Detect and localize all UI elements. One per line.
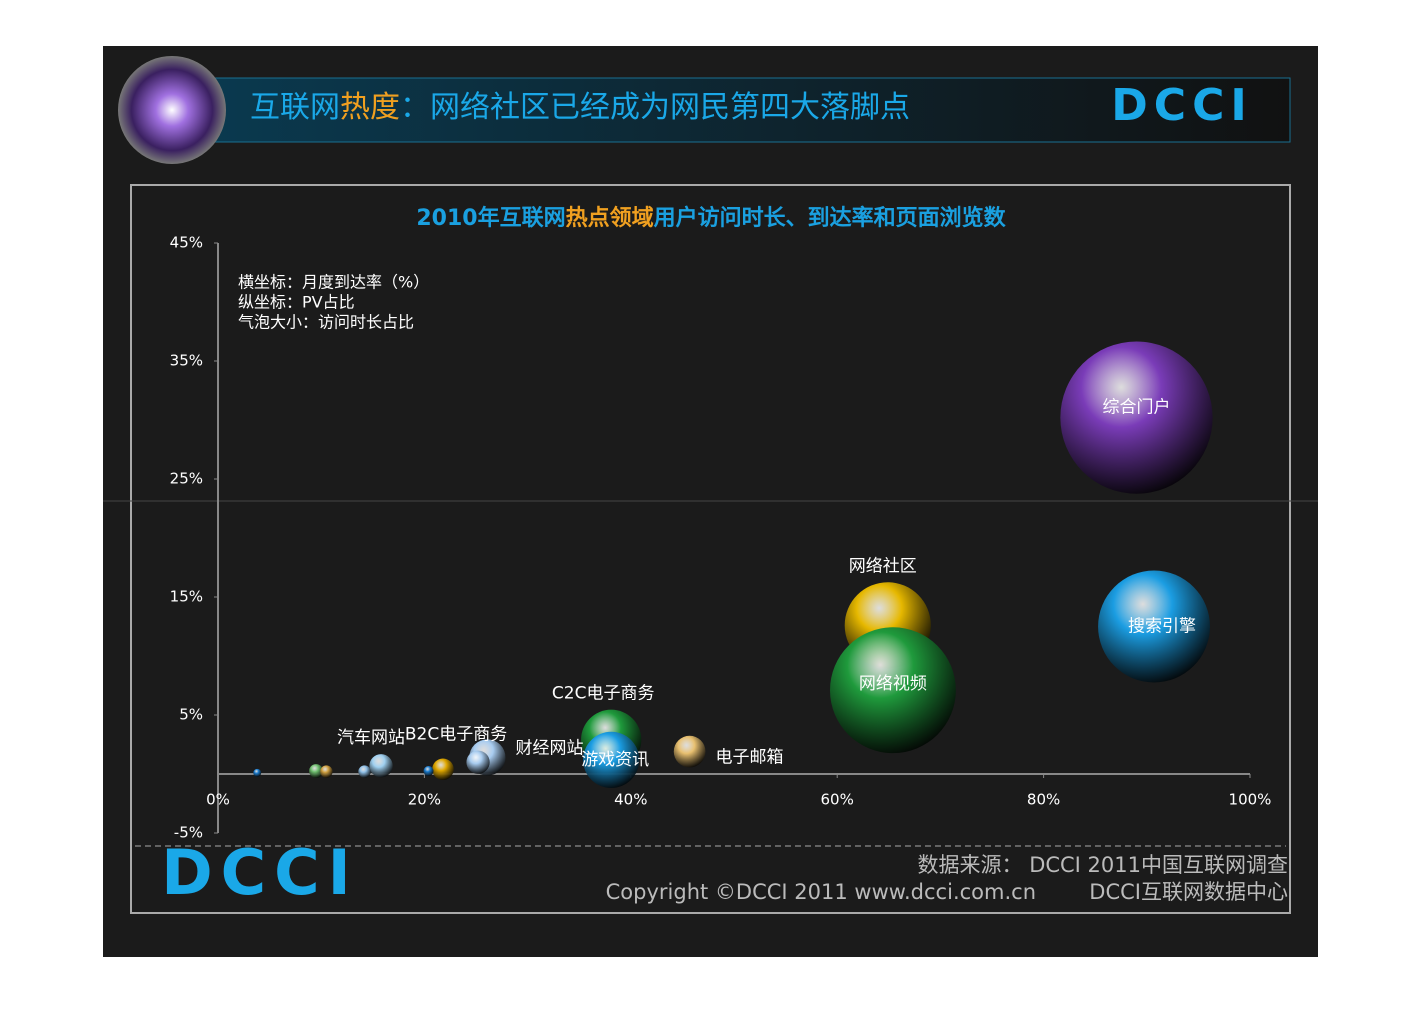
x-tick-label: 100% bbox=[1229, 791, 1272, 809]
title-part: ：网络社区已经成为网民第四大落脚点 bbox=[400, 90, 910, 125]
title-part: 热度 bbox=[340, 90, 400, 125]
bubble-label: C2C电子商务 bbox=[552, 684, 655, 704]
title-part: 互联网 bbox=[250, 90, 340, 125]
bubble bbox=[253, 768, 262, 777]
header-logo: DCCI bbox=[1111, 80, 1252, 131]
bubble bbox=[583, 731, 640, 788]
bubble bbox=[829, 627, 956, 754]
x-tick-label: 60% bbox=[821, 791, 854, 809]
bubble-label: 电子邮箱 bbox=[715, 748, 783, 768]
bubble bbox=[673, 735, 706, 768]
bubble-label: 网络视频 bbox=[859, 674, 927, 694]
plot: 45% 35% 25% 15% 5% -5%0% 20% 40% 60% 80% 100% 横坐标：月… bbox=[170, 234, 1272, 842]
bubble bbox=[1060, 341, 1213, 494]
annotation: 纵坐标：PV占比 bbox=[238, 293, 355, 312]
annotation: 气泡大小：访问时长占比 bbox=[238, 313, 414, 332]
bubble-label: 搜索引擎 bbox=[1128, 617, 1196, 637]
x-tick-label: 20% bbox=[408, 791, 441, 809]
y-tick-label: 45% bbox=[170, 234, 203, 252]
footer-org: DCCI互联网数据中心 bbox=[1089, 880, 1288, 904]
bubble bbox=[358, 765, 371, 778]
footer-logo: DCCI bbox=[161, 836, 359, 909]
bubble bbox=[466, 750, 490, 774]
footer-copyright: Copyright ©DCCI 2011 www.dcci.com.cn bbox=[606, 880, 1036, 904]
x-tick-label: 0% bbox=[206, 791, 230, 809]
bubble bbox=[320, 765, 333, 778]
header-title: 互联网热度：网络社区已经成为网民第四大落脚点 bbox=[250, 90, 910, 125]
y-tick-label: 25% bbox=[170, 470, 203, 488]
bubble bbox=[309, 764, 323, 778]
header-orb bbox=[118, 56, 226, 164]
title-part: 用户访问时长、到达率和页面浏览数 bbox=[654, 205, 1007, 231]
bubble-label: 汽车网站 bbox=[337, 728, 405, 748]
bubble-label: 综合门户 bbox=[1102, 398, 1170, 418]
chart-title: 2010年互联网热点领域用户访问时长、到达率和页面浏览数 bbox=[416, 205, 1006, 231]
chart-frame bbox=[130, 184, 1291, 914]
bubble bbox=[1098, 570, 1210, 683]
bubble bbox=[423, 766, 434, 777]
x-tick-label: 40% bbox=[614, 791, 647, 809]
y-tick-label: -5% bbox=[174, 824, 203, 842]
annotation: 横坐标：月度到达率（%） bbox=[238, 273, 429, 292]
y-tick-label: 5% bbox=[179, 706, 203, 724]
y-tick-label: 35% bbox=[170, 352, 203, 370]
footer-source: 数据来源： DCCI 2011中国互联网调查 bbox=[918, 853, 1288, 877]
bubble-label: B2C电子商务 bbox=[405, 725, 507, 745]
bubble-label: 财经网站 bbox=[515, 738, 583, 758]
header-bar bbox=[189, 77, 1291, 143]
bubble-label: 游戏资讯 bbox=[581, 750, 649, 770]
title-part: 热点领域 bbox=[566, 205, 654, 231]
x-tick-label: 80% bbox=[1027, 791, 1060, 809]
y-tick-label: 15% bbox=[170, 588, 203, 606]
title-part: 2010年互联网 bbox=[416, 205, 565, 231]
bubble bbox=[369, 754, 393, 778]
bubble-label: 网络社区 bbox=[849, 556, 917, 576]
bubble bbox=[432, 758, 454, 781]
